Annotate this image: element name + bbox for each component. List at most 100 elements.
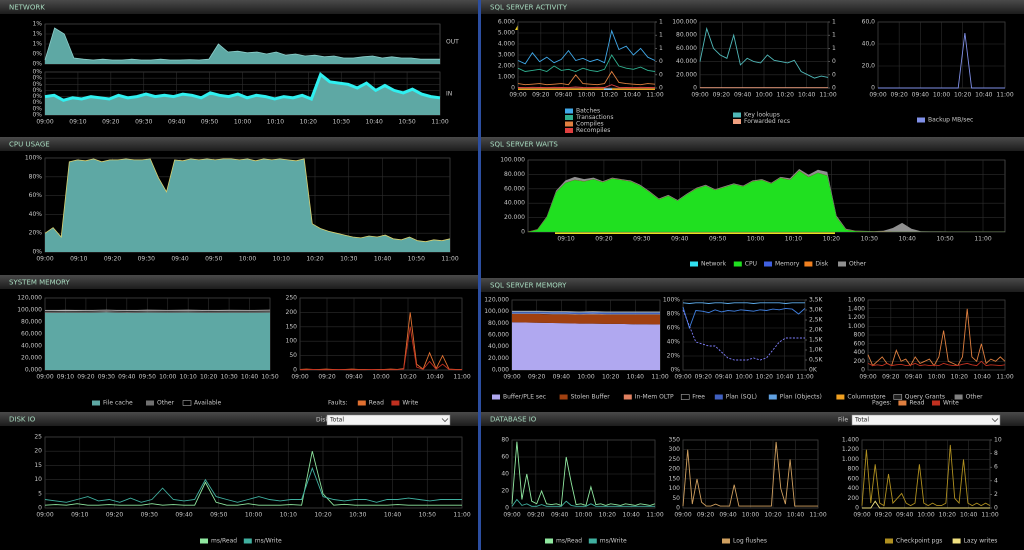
x-tick-label: 10:40 [366,119,383,126]
series-line [861,444,991,507]
y2-tick-label: 0,5K [809,357,824,364]
y-tick-label: 20,000 [488,355,509,362]
y-tick-label: 60% [29,192,43,199]
series-line [44,451,462,506]
y2-tick-label: 0 [659,71,663,78]
select-arrow[interactable] [991,418,999,423]
x-tick-label: 09:40 [896,512,913,519]
series-line [682,306,806,330]
x-tick-label: 09:30 [98,374,115,381]
y-tick-label: 150 [286,323,298,330]
y2-tick-label: 1 [659,19,663,26]
legend-label: Read [909,400,924,407]
y-tick-label: 250 [669,456,681,463]
series-label: IN [446,91,452,98]
x-tick-label: 09:40 [555,92,572,99]
y-tick-label: 120,000 [17,295,42,302]
x-tick-label: 09:20 [106,512,123,519]
x-tick-label: 11:00 [453,374,470,381]
y-tick-label: 1.000 [842,456,859,463]
y-tick-label: 1.400 [842,437,859,444]
x-tick-label: 10:40 [899,236,916,243]
y-tick-label: 0% [32,51,42,58]
legend-label: Network [701,261,727,268]
panel-title: SQL SERVER ACTIVITY [490,4,568,12]
legend-swatch [733,261,742,267]
x-tick-label: 10:20 [599,512,616,519]
series-line [44,466,462,503]
x-tick-label: 09:20 [882,374,899,381]
x-tick-label: 11:00 [974,236,991,243]
x-tick-label: 11:00 [651,374,668,381]
x-tick-label: 10:00 [239,256,256,263]
x-tick-label: 09:40 [912,92,929,99]
legend-label: Disk [815,261,828,268]
x-tick-label: 09:00 [691,92,708,99]
y-tick-label: 250 [286,295,298,302]
y2-tick-label: 6 [994,464,998,471]
select-value[interactable]: Total [854,417,869,424]
x-tick-label: 09:00 [509,92,526,99]
y-tick-label: 20% [29,230,43,237]
select-arrow[interactable] [441,418,449,423]
y-tick-label: 20 [501,488,509,495]
x-tick-label: 09:40 [118,374,135,381]
y2-tick-label: 1 [832,45,836,52]
x-tick-label: 10:20 [200,374,217,381]
y-tick-label: 0 [871,85,875,92]
y-tick-label: 1.600 [848,297,865,304]
x-tick-label: 11:00 [819,92,836,99]
x-tick-label: 09:40 [671,236,688,243]
legend-swatch [146,400,154,406]
y-tick-label: 0 [293,367,297,374]
legend-label: Recompiles [576,127,610,134]
select-value[interactable]: Total [329,417,344,424]
x-tick-label: 10:20 [939,512,956,519]
x-tick-label: 11:00 [996,374,1013,381]
y-tick-label: 80% [667,311,681,318]
select-box[interactable] [851,414,1001,426]
legend-swatch [391,400,400,406]
select-box[interactable] [326,414,451,426]
legend-title: Faults: [328,400,348,407]
y-tick-label: 0% [32,87,42,94]
y-tick-label: 0,000 [25,367,42,374]
legend-label: Batches [576,108,600,115]
y2-tick-label: 3,5K [809,297,824,304]
legend-label: ms/Write [255,538,282,545]
y-tick-label: 60% [667,325,681,332]
select-label: File [838,417,848,424]
legend-swatch [917,117,925,123]
legend-label: Buffer/PLE sec [503,394,546,401]
series-line [517,54,656,72]
x-tick-label: 10:20 [314,512,331,519]
panel-title: CPU USAGE [9,141,50,149]
y-tick-label: 0% [670,367,680,374]
legend-swatch [92,400,100,406]
y-tick-label: 100 [669,485,681,492]
series-area [512,310,660,312]
y2-tick-label: 1,5K [809,337,824,344]
x-tick-label: 11:00 [796,374,813,381]
panel-title: SYSTEM MEMORY [9,279,71,287]
panel-header [481,278,1024,292]
x-tick-label: 11:00 [996,92,1013,99]
y-tick-label: 120,000 [484,297,509,304]
series-outline [44,72,441,102]
y-tick-label: 80.000 [676,32,697,39]
series-outline [44,27,440,61]
x-tick-label: 09:30 [138,256,155,263]
y-tick-label: 0% [32,81,42,88]
y-tick-label: 40,0 [862,41,876,48]
x-tick-label: 10:40 [974,374,991,381]
x-tick-label: 10:20 [399,374,416,381]
legend-swatch [559,394,568,400]
x-tick-label: 09:20 [875,512,892,519]
x-tick-label: 09:30 [633,236,650,243]
y-tick-label: 0 [676,505,680,512]
legend-label: Backup MB/sec [928,117,973,124]
legend-swatch [764,261,772,267]
series-outline [44,309,271,312]
x-tick-label: 10:20 [951,374,968,381]
x-tick-label: 09:00 [674,512,691,519]
